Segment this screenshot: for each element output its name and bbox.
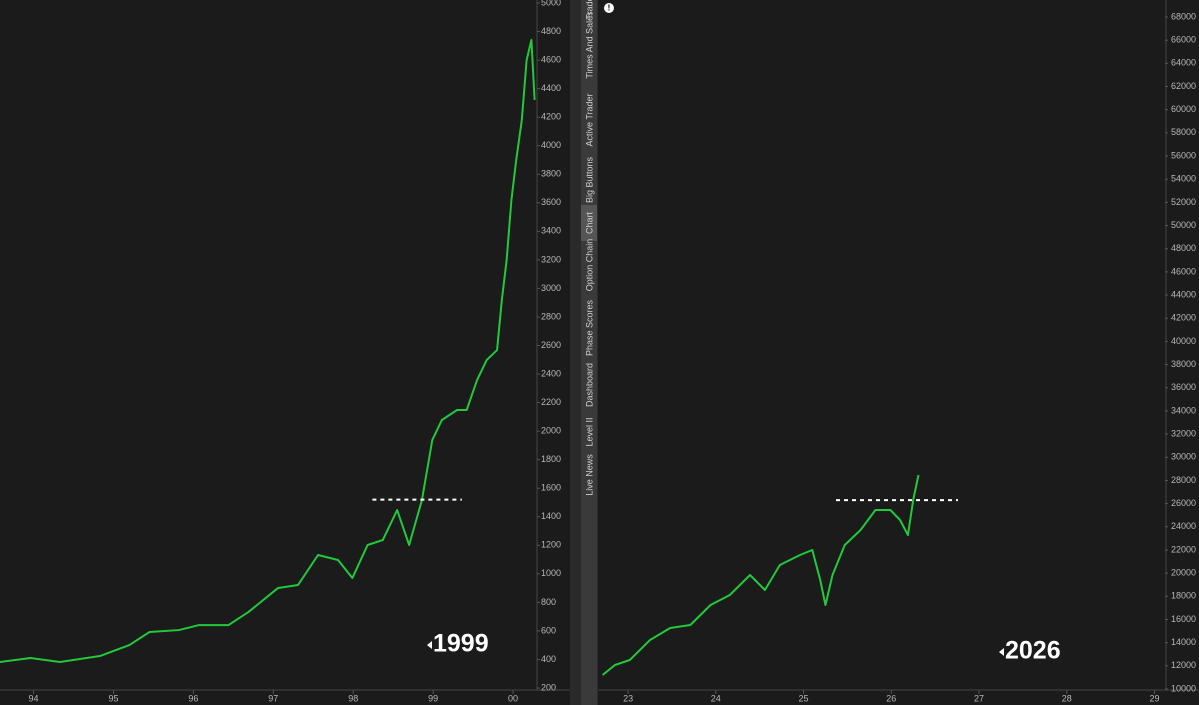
alert-icon-mark: ! [608, 4, 611, 13]
y-tick-label: 2800 [541, 311, 561, 321]
y-tick-label: 32000 [1171, 428, 1196, 438]
arrow-icon [427, 641, 432, 649]
annotation: 2026 [1005, 637, 1061, 665]
y-tick-label: 20000 [1171, 568, 1196, 578]
y-tick-label: 40000 [1171, 336, 1196, 346]
y-tick-label: 1400 [541, 511, 561, 521]
y-tick-label: 10000 [1171, 683, 1196, 693]
x-tick-label: 27 [974, 693, 984, 703]
sidebar-tab[interactable]: Live News [584, 454, 594, 496]
x-tick-label: 00 [508, 693, 518, 703]
alert-icon[interactable] [604, 3, 614, 13]
y-tick-label: 36000 [1171, 382, 1196, 392]
y-tick-label: 52000 [1171, 197, 1196, 207]
y-tick-label: 400 [541, 654, 556, 664]
x-tick-label: 94 [29, 693, 39, 703]
arrow-icon [999, 648, 1004, 656]
y-tick-label: 4200 [541, 112, 561, 122]
y-tick-label: 66000 [1171, 35, 1196, 45]
y-tick-label: 4400 [541, 83, 561, 93]
y-tick-label: 18000 [1171, 591, 1196, 601]
y-tick-label: 48000 [1171, 243, 1196, 253]
y-tick-label: 64000 [1171, 58, 1196, 68]
annotation: 1999 [433, 630, 489, 658]
y-tick-label: 58000 [1171, 127, 1196, 137]
sidebar [581, 0, 597, 705]
y-tick-label: 38000 [1171, 359, 1196, 369]
y-tick-label: 2000 [541, 426, 561, 436]
tab-active [581, 205, 597, 241]
y-tick-label: 14000 [1171, 637, 1196, 647]
sidebar-tab[interactable]: Trade [584, 0, 594, 20]
y-tick-label: 26000 [1171, 498, 1196, 508]
x-tick-label: 26 [886, 693, 896, 703]
sidebar-tab[interactable]: Option Chain [584, 239, 594, 292]
sidebar-tab[interactable]: Times And Sales [584, 11, 594, 79]
y-tick-label: 3400 [541, 226, 561, 236]
sidebar-tab[interactable]: Big Buttons [584, 156, 594, 203]
y-tick-label: 800 [541, 597, 556, 607]
y-tick-label: 4800 [541, 26, 561, 36]
x-tick-label: 96 [188, 693, 198, 703]
y-tick-label: 1000 [541, 568, 561, 578]
y-tick-label: 16000 [1171, 614, 1196, 624]
y-tick-label: 2600 [541, 340, 561, 350]
y-tick-label: 4600 [541, 54, 561, 64]
sidebar-tab[interactable]: Chart [584, 212, 594, 235]
y-tick-label: 3600 [541, 197, 561, 207]
y-tick-label: 68000 [1171, 11, 1196, 21]
x-tick-label: 23 [623, 693, 633, 703]
x-tick-label: 97 [268, 693, 278, 703]
y-tick-label: 1800 [541, 454, 561, 464]
sidebar-tab[interactable]: Dashboard [584, 363, 594, 407]
y-tick-label: 30000 [1171, 452, 1196, 462]
y-tick-label: 5000 [541, 0, 561, 7]
sidebar-tab[interactable]: Level II [584, 417, 594, 446]
y-tick-label: 12000 [1171, 660, 1196, 670]
y-tick-label: 34000 [1171, 405, 1196, 415]
y-tick-label: 4000 [541, 140, 561, 150]
y-tick-label: 60000 [1171, 104, 1196, 114]
y-tick-label: 24000 [1171, 521, 1196, 531]
y-tick-label: 54000 [1171, 174, 1196, 184]
y-tick-label: 56000 [1171, 150, 1196, 160]
y-tick-label: 62000 [1171, 81, 1196, 91]
y-tick-label: 42000 [1171, 313, 1196, 323]
y-tick-label: 46000 [1171, 266, 1196, 276]
y-tick-label: 200 [541, 682, 556, 692]
price-line [602, 474, 920, 676]
y-tick-label: 600 [541, 625, 556, 635]
y-tick-label: 1200 [541, 540, 561, 550]
y-tick-label: 50000 [1171, 220, 1196, 230]
price-line [0, 38, 536, 664]
sidebar-tab[interactable]: Phase Scores [584, 299, 594, 356]
y-tick-label: 44000 [1171, 289, 1196, 299]
y-tick-label: 3000 [541, 283, 561, 293]
x-tick-label: 99 [428, 693, 438, 703]
x-tick-label: 29 [1149, 693, 1159, 703]
sidebar-tab[interactable]: Active Trader [584, 93, 594, 146]
y-tick-label: 2200 [541, 397, 561, 407]
y-tick-label: 2400 [541, 368, 561, 378]
x-tick-label: 28 [1062, 693, 1072, 703]
x-tick-label: 25 [799, 693, 809, 703]
y-tick-label: 22000 [1171, 544, 1196, 554]
x-tick-label: 98 [348, 693, 358, 703]
x-tick-label: 24 [711, 693, 721, 703]
y-tick-label: 3800 [541, 169, 561, 179]
x-tick-label: 95 [108, 693, 118, 703]
y-tick-label: 3200 [541, 254, 561, 264]
y-tick-label: 28000 [1171, 475, 1196, 485]
y-tick-label: 1600 [541, 483, 561, 493]
